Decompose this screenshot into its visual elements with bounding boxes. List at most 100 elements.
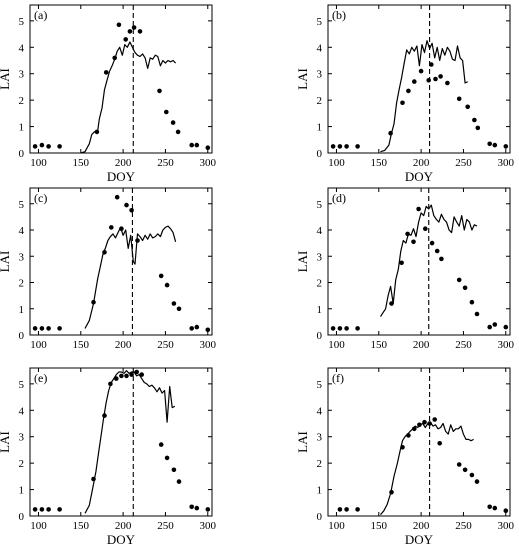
panel-0-ytick-label-4: 4: [19, 42, 25, 54]
panel-2-point-18: [205, 327, 211, 333]
panel-1-point-13: [445, 80, 450, 86]
panel-0-point-17: [194, 142, 200, 148]
panel-5-point-18: [503, 508, 509, 513]
panel-2-point-9: [124, 202, 129, 208]
panel-2-point-16: [189, 326, 194, 331]
panel-1-xtick-label-4: 300: [498, 157, 515, 169]
panel-4-point-2: [46, 507, 51, 512]
panel-1-point-15: [465, 104, 471, 110]
panel-5-xtick-label-2: 200: [413, 520, 430, 532]
panel-1-point-0: [330, 144, 336, 149]
panel-2-xtick-label-0: 100: [30, 339, 47, 351]
panel-3-point-8: [416, 206, 421, 212]
panel-0-point-3: [57, 144, 62, 149]
panel-4-ytick-label-0: 0: [19, 511, 25, 523]
panel-0-xtick-label-0: 100: [30, 157, 47, 169]
panel-3-ytick-label-5: 5: [317, 199, 323, 211]
panel-4-series-line: [84, 370, 176, 514]
panel-5-point-14: [469, 472, 475, 478]
panel-3-ylabel: LAI: [295, 251, 310, 273]
panel-0-point-8: [123, 37, 128, 42]
panel-1-xtick-label-3: 250: [455, 157, 472, 169]
panel-2-xtick-label-3: 250: [157, 339, 174, 351]
panel-2-point-10: [129, 208, 134, 213]
panel-4-ylabel: LAI: [0, 431, 12, 453]
panel-1-point-11: [433, 76, 438, 82]
panel-0-point-16: [189, 142, 194, 148]
panel-2-point-0: [32, 326, 38, 331]
panel-3-point-17: [487, 324, 493, 330]
panel-3-ytick-label-2: 2: [317, 278, 323, 290]
panel-3-xtick-label-4: 300: [498, 339, 515, 351]
panel-5-point-12: [456, 462, 462, 467]
panel-4-xtick-label-3: 250: [157, 520, 174, 532]
panel-0-ytick-label-5: 5: [19, 16, 25, 28]
panel-1-point-2: [344, 144, 349, 149]
panel-0-xlabel: DOY: [107, 169, 136, 184]
panel-3-point-16: [474, 311, 480, 317]
panel-1-point-19: [492, 142, 498, 148]
panel-4-point-19: [205, 507, 211, 512]
panel-2-ytick-label-5: 5: [19, 199, 25, 211]
panel-4: 100 150 200 250 300 0 1 2 3 4 5 DOY LAI (e): [0, 367, 217, 547]
panel-2-point-7: [114, 194, 120, 200]
panel-2-point-13: [164, 282, 170, 288]
panel-0-point-15: [175, 129, 181, 135]
panel-3-xtick-label-0: 100: [328, 339, 345, 351]
panel-1-point-10: [429, 62, 434, 67]
panel-3-point-12: [439, 256, 444, 262]
panel-5-ytick-label-4: 4: [317, 405, 323, 417]
panel-3-point-18: [492, 322, 498, 327]
panel-5-ytick-label-0: 0: [317, 511, 323, 523]
panel-1-ytick-label-1: 1: [317, 122, 323, 134]
panel-3-point-0: [330, 326, 336, 331]
panel-4-xtick-label-1: 150: [73, 520, 90, 532]
panel-5-point-16: [487, 504, 493, 510]
panel-0-ytick-label-1: 1: [19, 122, 25, 134]
panel-1-point-9: [426, 78, 432, 83]
panel-4-point-9: [124, 373, 129, 379]
panel-4-point-1: [39, 507, 45, 512]
panel-3-point-2: [344, 326, 349, 331]
panel-2-xtick-label-4: 300: [200, 339, 217, 351]
panel-1: 100 150 200 250 300 0 1 2 3 4 5 DOY LAI (b): [295, 4, 515, 184]
panel-1-xlabel: DOY: [405, 169, 434, 184]
panel-3-ytick-label-0: 0: [317, 330, 323, 342]
panel-5-xtick-label-0: 100: [328, 520, 345, 532]
panel-0: 100 150 200 250 300 0 1 2 3 4 5 DOY LAI (a): [0, 4, 217, 184]
panel-1-point-16: [472, 117, 477, 123]
panel-0-point-10: [131, 25, 137, 30]
panel-2-point-15: [176, 306, 182, 312]
panel-0-xtick-label-2: 200: [115, 157, 132, 169]
panel-0-point-11: [137, 29, 143, 34]
panel-0-label: (a): [34, 8, 47, 22]
panel-3-xtick-label-1: 150: [371, 339, 388, 351]
panel-4-ytick-label-3: 3: [19, 432, 25, 444]
panel-3-frame: [327, 187, 511, 336]
panel-2-point-6: [109, 225, 114, 230]
panel-4-point-3: [57, 507, 62, 512]
panel-5-ylabel: LAI: [295, 431, 310, 453]
panel-0-point-7: [116, 22, 122, 28]
panel-4-point-17: [189, 504, 194, 510]
panel-4-point-0: [32, 507, 38, 512]
panel-4-point-10: [129, 372, 134, 377]
panel-3-point-3: [355, 326, 360, 331]
panel-3: 100 150 200 250 300 0 1 2 3 4 5 LAI (d): [295, 187, 515, 351]
panel-5-xlabel: DOY: [405, 532, 434, 547]
panel-4-point-18: [194, 505, 200, 511]
panel-0-point-14: [170, 120, 176, 125]
panel-5-ytick-label-5: 5: [317, 379, 323, 391]
panel-4-frame: [29, 367, 213, 517]
panel-4-xtick-label-2: 200: [115, 520, 132, 532]
panel-0-point-9: [127, 29, 133, 34]
panel-1-ytick-label-5: 5: [317, 16, 323, 28]
panel-3-point-7: [411, 239, 416, 245]
panel-1-point-17: [475, 125, 481, 131]
panel-1-point-12: [438, 74, 443, 79]
panel-2-ytick-label-1: 1: [19, 304, 25, 316]
panel-4-xlabel: DOY: [107, 532, 136, 547]
panel-5-xtick-label-3: 250: [455, 520, 472, 532]
panel-1-xtick-label-2: 200: [413, 157, 430, 169]
panel-5: 100 150 200 250 300 0 1 2 3 4 5 DOY LAI (f): [295, 367, 515, 547]
